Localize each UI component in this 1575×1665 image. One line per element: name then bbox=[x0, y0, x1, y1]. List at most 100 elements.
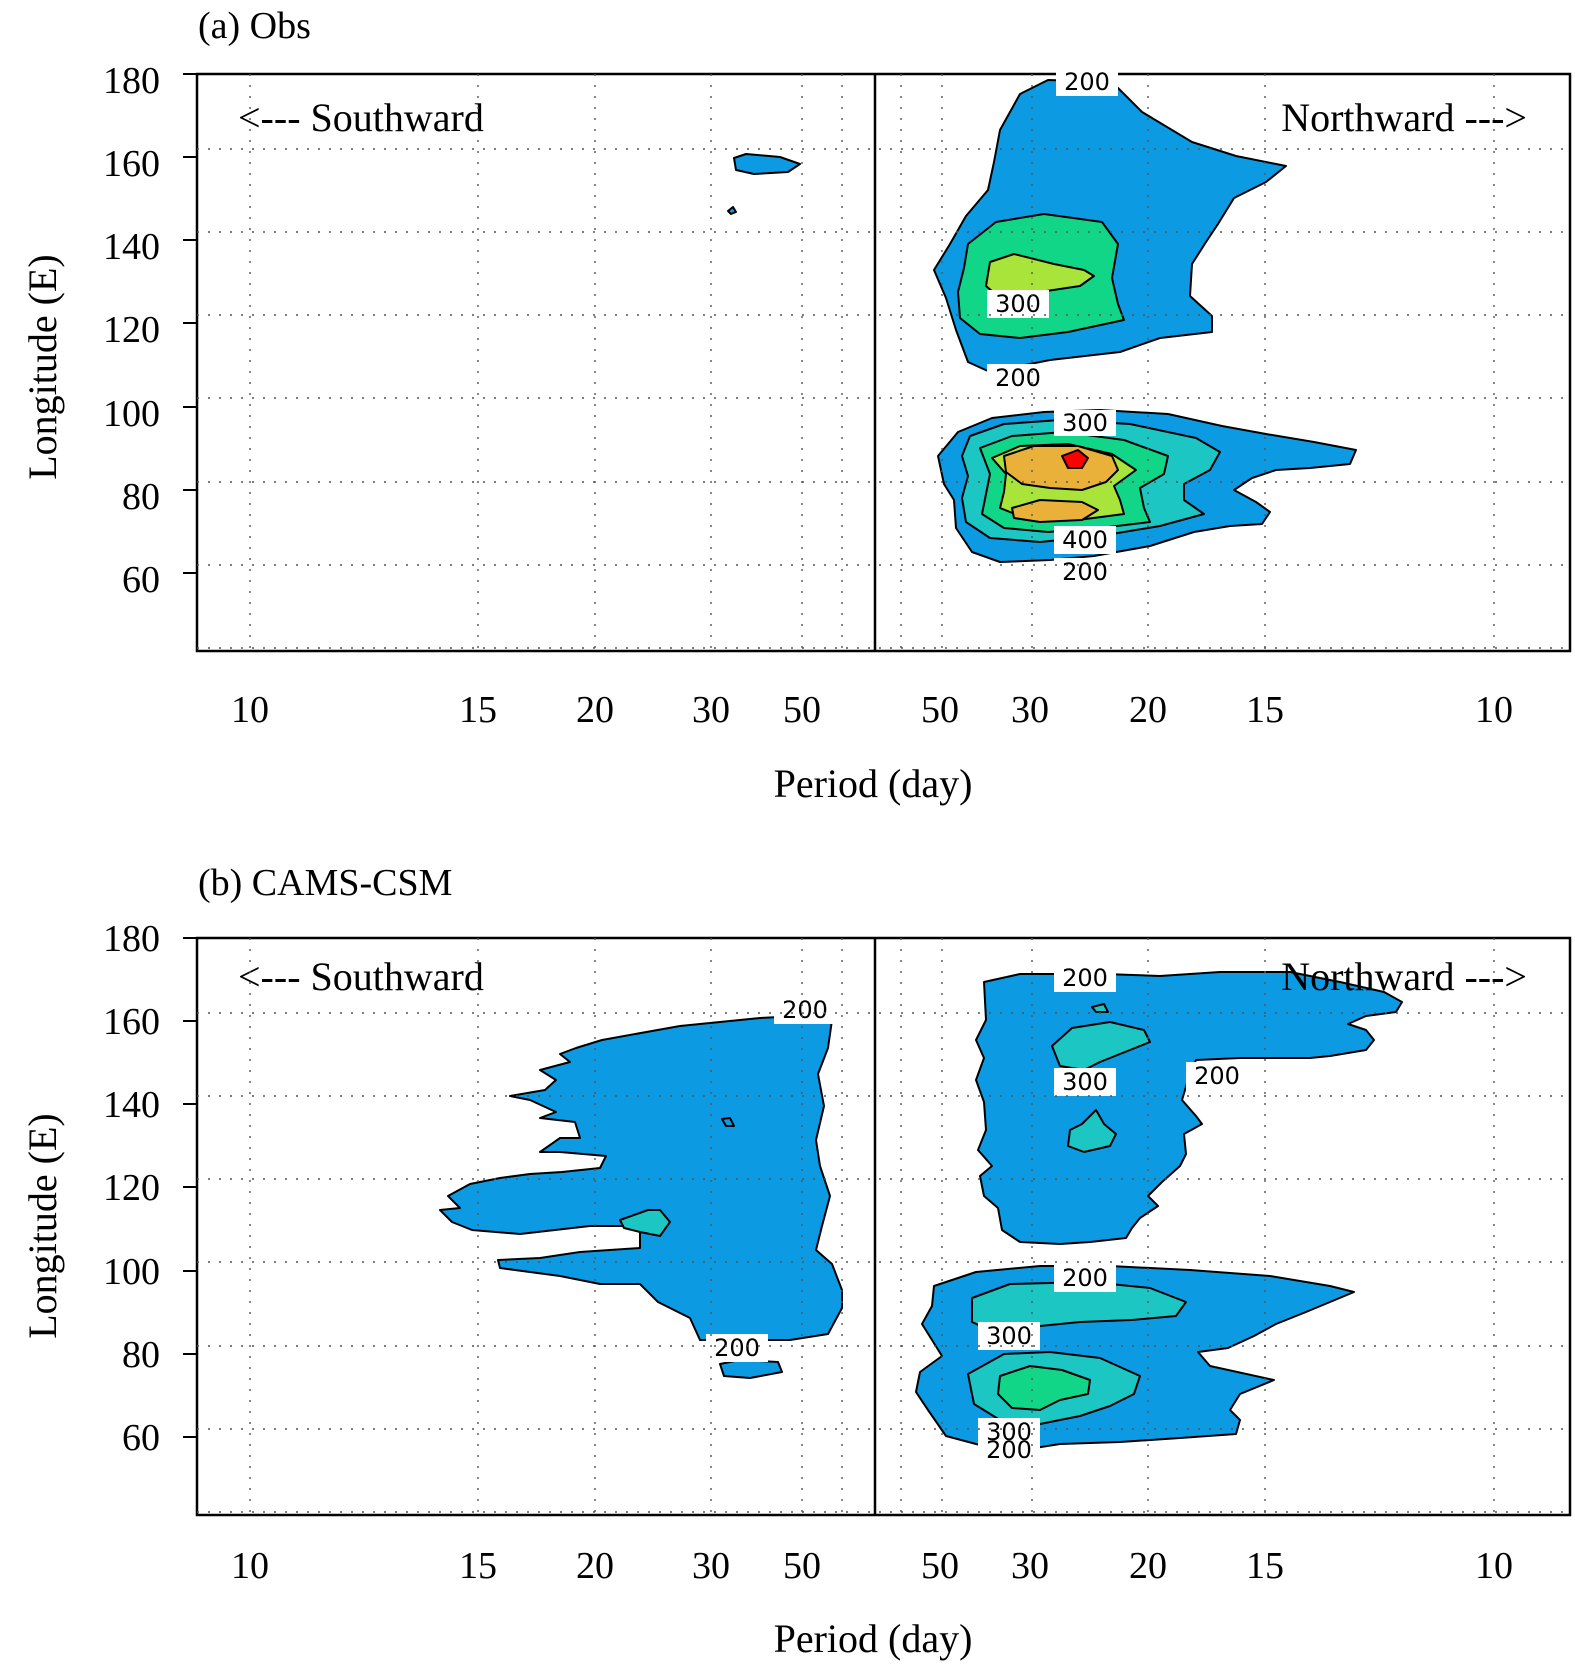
panel-b-y-axis-title: Longitude (E) bbox=[20, 1113, 65, 1339]
panel-b-frame bbox=[195, 936, 1572, 1517]
contour-label: 200 bbox=[995, 364, 1041, 392]
panel-b-northward-label: Northward ---> bbox=[1281, 954, 1527, 999]
panel-a-southward-label: <--- Southward bbox=[238, 95, 484, 140]
x-tick-label: 15 bbox=[459, 1545, 497, 1587]
contour-label: 200 bbox=[986, 1436, 1032, 1464]
contour-label-box bbox=[1054, 526, 1116, 554]
contour-region bbox=[997, 1365, 1091, 1411]
panel-a-grid bbox=[197, 74, 1570, 651]
x-tick-label: 15 bbox=[459, 689, 497, 731]
contour-region bbox=[619, 1209, 671, 1237]
x-tick-label: 50 bbox=[783, 689, 821, 731]
x-tick-label: 10 bbox=[231, 689, 269, 731]
x-tick-label: 30 bbox=[692, 1545, 730, 1587]
contour-region bbox=[1067, 1109, 1117, 1153]
panel-b-contours bbox=[439, 971, 1403, 1453]
x-tick-label: 10 bbox=[1475, 1545, 1513, 1587]
contour-label-box bbox=[1054, 1068, 1116, 1096]
contour-region bbox=[721, 1117, 735, 1127]
x-tick-label: 50 bbox=[921, 689, 959, 731]
contour-label: 300 bbox=[1062, 409, 1108, 437]
y-tick-label: 120 bbox=[103, 1167, 160, 1209]
y-tick-label: 160 bbox=[103, 1001, 160, 1043]
panel-b-y-axis: 180 160 140 120 100 80 60 Longitude (E) bbox=[20, 918, 160, 1459]
contour-label: 300 bbox=[986, 1322, 1032, 1350]
contour-label-box bbox=[978, 1444, 1040, 1458]
contour-label-box bbox=[978, 1322, 1040, 1350]
x-tick-label: 20 bbox=[1129, 1545, 1167, 1587]
panel-b-grid bbox=[197, 938, 1570, 1515]
y-tick-label: 140 bbox=[103, 226, 160, 268]
y-tick-label: 100 bbox=[103, 1251, 160, 1293]
contour-region bbox=[1003, 445, 1119, 491]
contour-label: 300 bbox=[995, 290, 1041, 318]
panel-a-plot-area: <--- Southward Northward ---> 200 300 20… bbox=[20, 60, 1572, 806]
y-tick-label: 160 bbox=[103, 143, 160, 185]
contour-region bbox=[719, 1359, 783, 1379]
contour-label: 200 bbox=[1062, 1264, 1108, 1292]
contour-label-box bbox=[1186, 1062, 1248, 1090]
y-tick-label: 100 bbox=[103, 393, 160, 435]
x-tick-label: 30 bbox=[1011, 689, 1049, 731]
contour-label-box bbox=[1054, 964, 1116, 992]
panel-a-x-axis-title: Period (day) bbox=[774, 761, 973, 806]
panel-a-frame bbox=[195, 72, 1572, 653]
panel-b: (b) CAMS-CSM <--- Southward Northward --… bbox=[20, 862, 1572, 1661]
x-tick-label: 20 bbox=[576, 1545, 614, 1587]
x-tick-label: 20 bbox=[576, 689, 614, 731]
x-tick-label: 10 bbox=[231, 1545, 269, 1587]
y-tick-label: 140 bbox=[103, 1084, 160, 1126]
contour-label: 300 bbox=[1062, 1068, 1108, 1096]
x-tick-label: 50 bbox=[921, 1545, 959, 1587]
x-tick-label: 30 bbox=[692, 689, 730, 731]
x-tick-label: 15 bbox=[1246, 689, 1284, 731]
x-tick-label: 30 bbox=[1011, 1545, 1049, 1587]
contour-region bbox=[1091, 1003, 1109, 1013]
panel-a-y-axis: 180 160 140 120 100 80 60 Longitude (E) bbox=[20, 60, 160, 601]
panel-a-x-axis: 10 15 20 30 50 50 30 20 15 10 Period (da… bbox=[231, 689, 1513, 806]
x-tick-label: 10 bbox=[1475, 689, 1513, 731]
y-tick-label: 180 bbox=[103, 60, 160, 102]
contour-label: 200 bbox=[1194, 1062, 1240, 1090]
contour-label-box bbox=[1054, 558, 1116, 586]
contour-region bbox=[439, 1015, 843, 1341]
contour-label-box bbox=[1054, 1264, 1116, 1292]
panel-a-contour-labels: 200 300 200 300 400 200 bbox=[987, 68, 1118, 586]
y-tick-label: 60 bbox=[122, 559, 160, 601]
contour-label-box bbox=[774, 996, 836, 1024]
contour-label: 300 bbox=[986, 1418, 1032, 1446]
contour-label-box bbox=[1056, 70, 1118, 96]
panel-a-contours bbox=[727, 79, 1357, 563]
y-tick-label: 120 bbox=[103, 309, 160, 351]
contour-label-box bbox=[987, 290, 1049, 318]
panel-a-y-axis-title: Longitude (E) bbox=[20, 254, 65, 480]
contour-label-box bbox=[1054, 410, 1116, 436]
panel-b-x-axis: 10 15 20 30 50 50 30 20 15 10 Period (da… bbox=[231, 1545, 1513, 1661]
contour-region bbox=[1061, 449, 1089, 469]
contour-region bbox=[1011, 499, 1099, 523]
contour-label-box bbox=[987, 364, 1049, 392]
panel-b-southward-label: <--- Southward bbox=[238, 954, 484, 999]
x-tick-label: 15 bbox=[1246, 1545, 1284, 1587]
panel-a-title: (a) Obs bbox=[198, 5, 311, 47]
contour-label: 200 bbox=[782, 996, 828, 1024]
y-tick-label: 80 bbox=[122, 1334, 160, 1376]
panel-a: (a) Obs bbox=[20, 5, 1572, 806]
contour-label-box bbox=[978, 1418, 1040, 1446]
contour-label: 200 bbox=[1062, 964, 1108, 992]
panel-a-northward-label: Northward ---> bbox=[1281, 95, 1527, 140]
y-tick-label: 180 bbox=[103, 918, 160, 960]
y-tick-label: 80 bbox=[122, 476, 160, 518]
panel-b-title: (b) CAMS-CSM bbox=[198, 862, 452, 904]
contour-label: 400 bbox=[1062, 526, 1108, 554]
panel-b-x-axis-title: Period (day) bbox=[774, 1616, 973, 1661]
contour-region bbox=[727, 206, 737, 215]
panel-b-contour-labels: 200 200 200 300 200 200 300 300 200 bbox=[706, 964, 1248, 1464]
contour-label: 200 bbox=[1062, 558, 1108, 586]
contour-label-box bbox=[706, 1334, 768, 1362]
contour-label: 200 bbox=[714, 1334, 760, 1362]
contour-label: 200 bbox=[1064, 68, 1110, 96]
y-tick-label: 60 bbox=[122, 1417, 160, 1459]
contour-region bbox=[733, 153, 801, 175]
